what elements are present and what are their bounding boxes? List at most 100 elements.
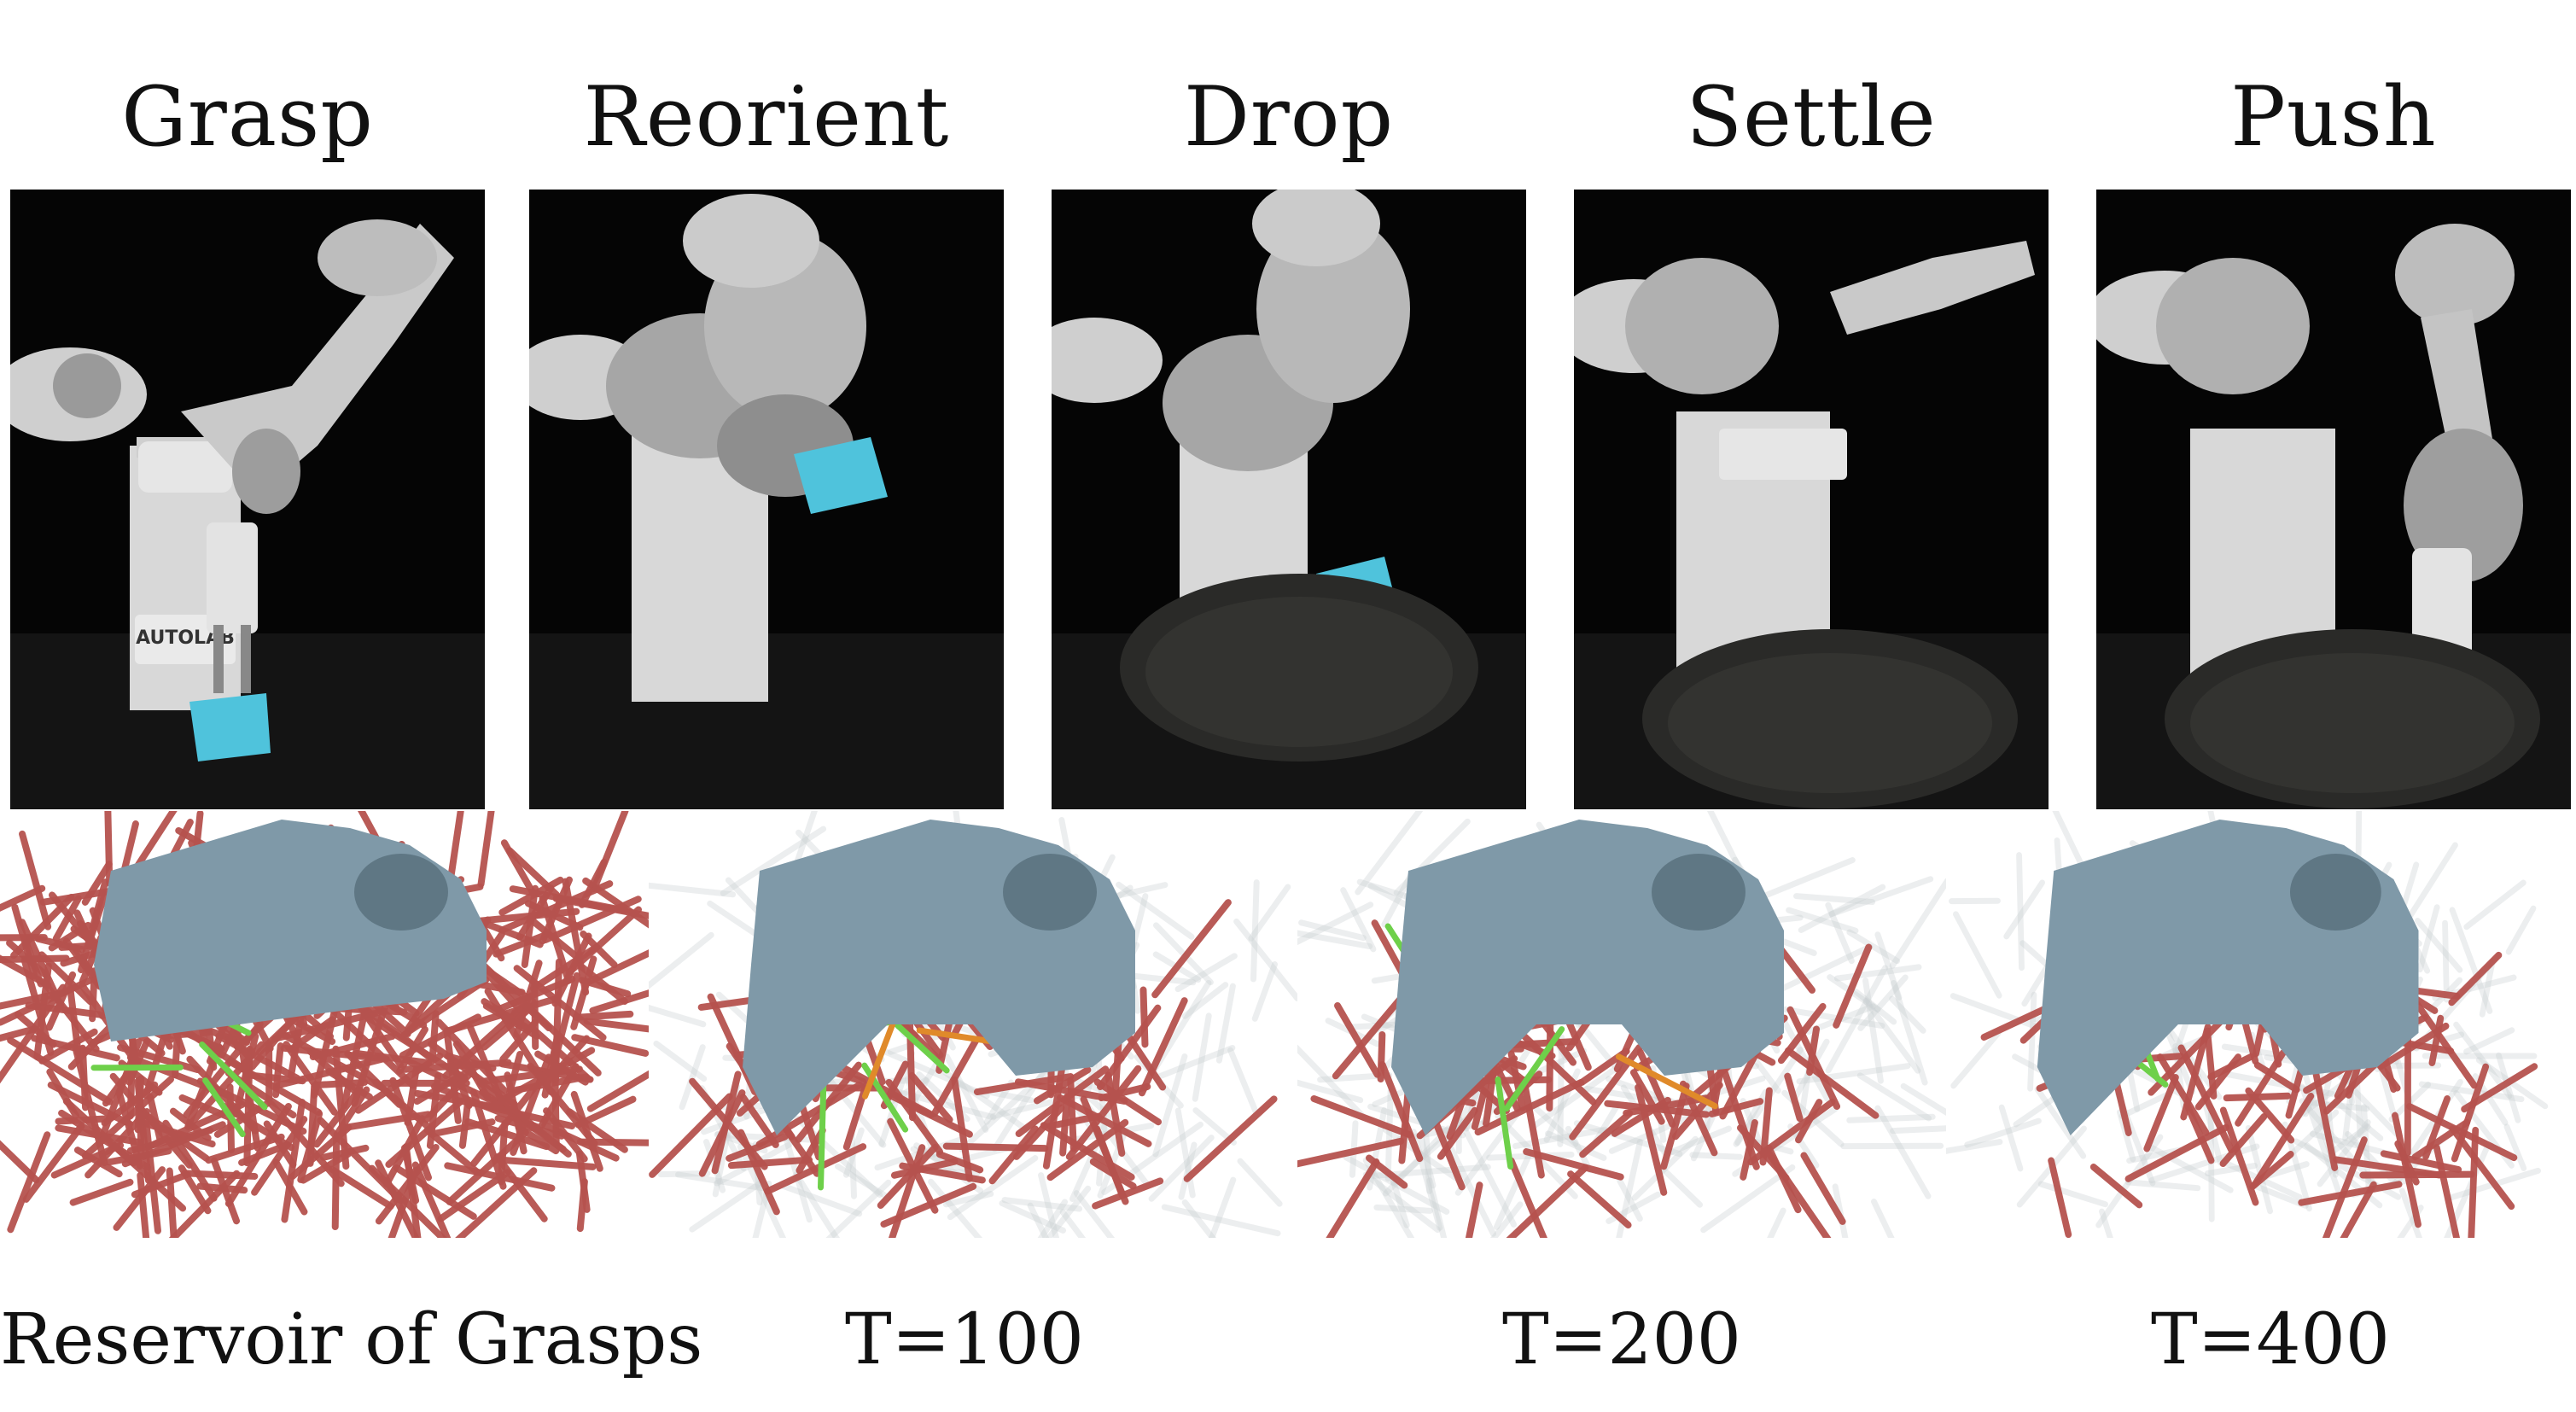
grasp-line	[2245, 1124, 2273, 1215]
grasp-line	[1366, 1154, 1408, 1189]
grasp-line	[1116, 881, 1195, 940]
grasp-line	[899, 1162, 986, 1184]
grasp-line	[589, 989, 649, 1014]
grasp-line	[1248, 884, 1291, 942]
grasp-line	[1456, 1116, 1517, 1228]
grasp-line	[817, 1073, 827, 1191]
grasp-line	[1151, 899, 1232, 999]
grasp-line	[1798, 884, 1886, 933]
grasp-line	[908, 1071, 953, 1123]
photo-drop	[1052, 190, 1526, 809]
grasp-line	[1825, 965, 1889, 1074]
grasp-line	[1181, 982, 1229, 1019]
grasp-line	[1521, 1080, 1545, 1179]
grasp-line	[1192, 1012, 1212, 1102]
sim-t400	[1946, 811, 2576, 1238]
grasp-line	[2402, 1078, 2463, 1168]
grasp-line	[1297, 901, 1374, 946]
grasp-line	[1059, 1209, 1087, 1238]
grasp-line	[81, 1076, 174, 1159]
grasp-line	[178, 1164, 212, 1215]
grasp-line	[1389, 1175, 1410, 1228]
grasp-line	[428, 1010, 440, 1061]
grasp-line	[512, 1073, 590, 1094]
grasp-line	[2207, 1110, 2215, 1222]
grasp-line	[1040, 1122, 1135, 1181]
grasp-line	[1874, 931, 1903, 1001]
grasp-line	[2253, 1061, 2300, 1094]
grasp-line	[1382, 1126, 1461, 1183]
grasp-line	[2250, 1182, 2309, 1209]
grasp-line	[202, 1077, 246, 1138]
grasp-line	[674, 1171, 766, 1192]
grasp-line	[1512, 1126, 1608, 1149]
grasp-line	[942, 1190, 994, 1208]
grasp-line	[2003, 879, 2046, 940]
grasp-line	[1775, 1005, 1885, 1030]
grasp-line	[479, 1065, 583, 1085]
cyan-part	[794, 437, 888, 514]
grasp-line	[297, 1110, 323, 1183]
grasp-line	[1390, 1112, 1475, 1186]
photo-settle	[1574, 190, 2049, 809]
grasp-line	[423, 1070, 474, 1123]
grasp-line	[2333, 1098, 2384, 1141]
grasp-line	[1377, 1030, 1386, 1083]
grasp-line	[943, 1053, 989, 1133]
grasp-line	[2299, 1098, 2378, 1187]
grasp-line	[1138, 997, 1188, 1097]
grasp-line	[1827, 974, 1881, 1013]
grasp-line	[2016, 852, 2025, 971]
grasp-line	[1442, 1135, 1497, 1237]
grasp-line	[1148, 1135, 1215, 1202]
grasp-line	[1796, 1063, 1911, 1085]
grasp-line	[1027, 1202, 1050, 1238]
grasp-line	[263, 1120, 297, 1169]
grasp-line	[1503, 1026, 1565, 1112]
grasp-line	[1418, 1135, 1437, 1189]
grasp-line	[1298, 919, 1367, 942]
grasp-line	[1454, 1104, 1525, 1196]
grasp-line	[1237, 1158, 1283, 1207]
grasp-line	[586, 949, 649, 985]
grasp-line	[727, 1156, 813, 1170]
photo-reorient	[529, 190, 1004, 809]
grasp-line	[1097, 1004, 1162, 1091]
grasp-line	[2291, 1109, 2340, 1155]
grasp-line	[1362, 1157, 1415, 1238]
grasp-line	[999, 1199, 1067, 1234]
grasp-line	[2380, 1150, 2462, 1174]
grasp-line	[930, 1036, 980, 1117]
grasp-line	[498, 880, 614, 934]
grasp-line	[1890, 1125, 1946, 1135]
grasp-line	[1250, 879, 1260, 983]
grasp-line	[52, 895, 82, 942]
grasp-line	[2422, 1094, 2451, 1160]
grasp-line	[22, 1123, 85, 1203]
grasp-line	[1833, 964, 1922, 982]
grasp-line	[1384, 1088, 1394, 1182]
grasp-line	[396, 1025, 428, 1075]
grasp-line	[737, 1129, 780, 1216]
grasp-line	[2340, 1181, 2377, 1238]
sim-t100	[649, 811, 1297, 1238]
grasp-line	[2407, 842, 2458, 919]
grasp-line	[1233, 918, 1297, 1002]
grasp-line	[1611, 1096, 1671, 1137]
grasp-line	[935, 1151, 984, 1174]
grasp-line	[2235, 1049, 2287, 1127]
grasp-line	[527, 915, 580, 960]
grasp-line	[2406, 1103, 2518, 1162]
grasp-line	[521, 884, 539, 968]
caption-reservoir: Reservoir of Grasps	[0, 1299, 703, 1380]
grasp-line	[1889, 995, 1926, 1034]
grasp-line	[1001, 1197, 1083, 1212]
grasp-line	[1667, 1125, 1732, 1156]
grasp-line	[1545, 1130, 1607, 1161]
grasp-line	[1227, 1047, 1261, 1118]
grasp-line	[477, 811, 495, 888]
grasp-line	[39, 886, 124, 906]
grasp-line	[1946, 1139, 2003, 1154]
grasp-line	[1579, 1110, 1634, 1158]
grasp-line	[1178, 1141, 1198, 1200]
